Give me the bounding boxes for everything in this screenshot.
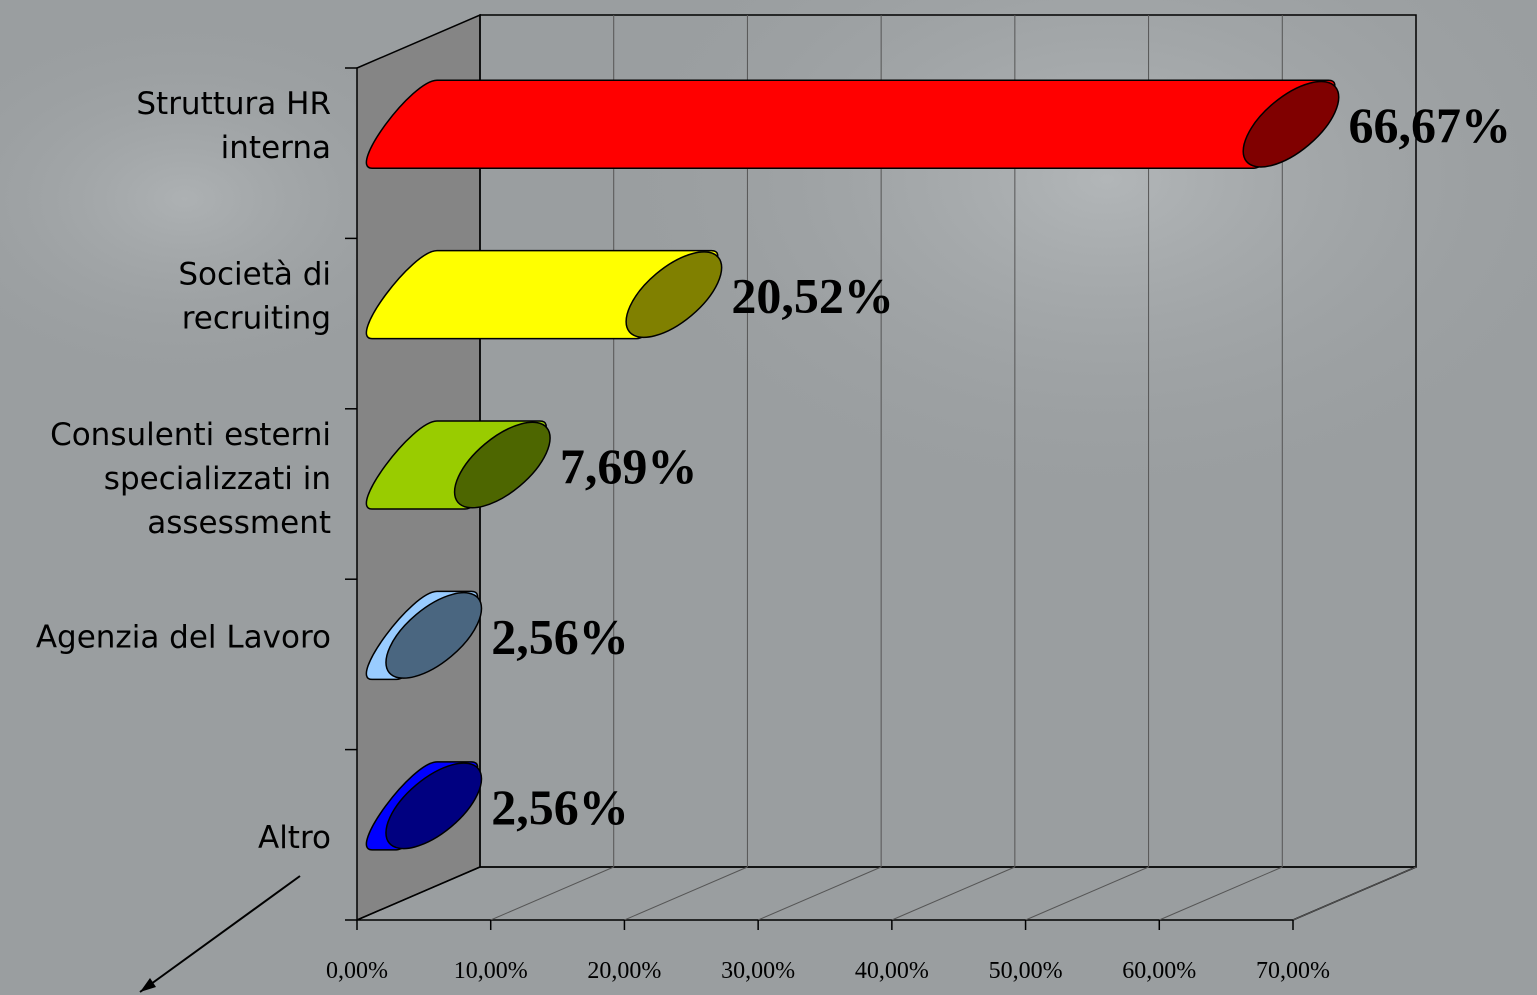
floor-gridline [1292, 866, 1417, 921]
bar-cap [1242, 80, 1340, 168]
data-label: 7,69% [560, 438, 698, 494]
bar [365, 249, 723, 340]
bar-cap [453, 421, 551, 509]
x-tick-label: 30,00% [721, 958, 795, 984]
bar [365, 79, 1340, 169]
category-label: assessment [147, 505, 331, 541]
bar-cap [385, 762, 483, 850]
category-label: Struttura HR [136, 86, 331, 122]
data-label: 66,67% [1348, 97, 1511, 153]
floor-gridline [624, 866, 748, 921]
x-tick-label: 0,00% [326, 958, 388, 984]
bar-cap [385, 591, 483, 679]
x-tick-label: 40,00% [855, 958, 929, 984]
x-tick-label: 50,00% [989, 958, 1063, 984]
data-label: 2,56% [491, 608, 628, 664]
floor-gridline [1159, 866, 1283, 921]
category-label: Agenzia del Lavoro [36, 619, 331, 655]
data-label: 2,56% [491, 779, 628, 835]
x-tick-label: 70,00% [1256, 958, 1330, 984]
bar-body [365, 79, 1336, 169]
category-label: recruiting [182, 301, 331, 337]
annotation-arrow-head [140, 978, 156, 992]
bar-cap [625, 251, 723, 339]
x-tick-label: 20,00% [587, 958, 661, 984]
floor-gridline [490, 866, 614, 921]
bar [365, 590, 483, 681]
category-label: Altro [258, 820, 331, 856]
category-label: interna [221, 130, 331, 166]
x-tick-label: 60,00% [1122, 958, 1196, 984]
bar [365, 420, 551, 510]
annotation-arrow [139, 875, 301, 993]
category-label: specializzati in [104, 461, 331, 497]
labels: 0,00% 10,00% 20,00% 30,00% 40,00% 50,00% 60,00… [36, 86, 1511, 984]
floor-gridline [891, 866, 1016, 921]
category-label: Società di [178, 257, 331, 293]
category-label: Consulenti esterni [50, 417, 331, 453]
x-tick-label: 10,00% [454, 958, 528, 984]
bar [365, 761, 483, 851]
floor-gridline [757, 866, 882, 921]
data-label: 20,52% [731, 268, 894, 324]
floor-gridline [1025, 866, 1149, 921]
bars [365, 79, 1340, 851]
